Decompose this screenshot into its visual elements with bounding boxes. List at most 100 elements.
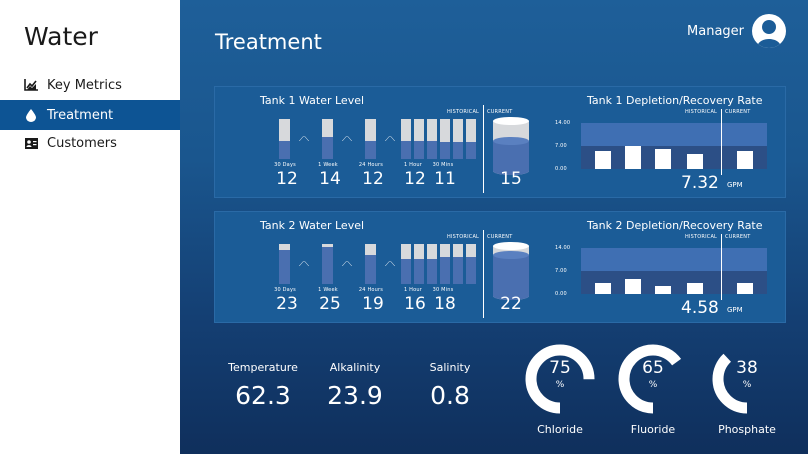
trend-squiggle-icon: ⟋⟍ — [385, 260, 396, 268]
page-title: Treatment — [215, 30, 322, 54]
level-bar-fill — [466, 142, 476, 159]
current-label: CURRENT — [487, 109, 513, 115]
level-bar-fill — [322, 247, 333, 284]
gauge-label: Chloride — [537, 423, 583, 436]
level-bar-fill — [414, 259, 424, 284]
tank-cylinder-icon — [493, 117, 529, 175]
level-bar — [466, 119, 476, 159]
sidebar-item-label: Customers — [47, 135, 117, 151]
sidebar-item-label: Key Metrics — [47, 77, 122, 93]
rate-bar-historical — [687, 282, 703, 294]
historical-divider — [483, 105, 484, 193]
level-bar-fill — [440, 142, 450, 159]
level-value: 12 — [276, 169, 298, 189]
rate-bar-historical — [595, 282, 611, 294]
rate-bar-historical — [687, 154, 703, 169]
period-label: 30 Days — [274, 162, 296, 168]
level-bar-empty — [365, 244, 376, 256]
user-icon — [757, 20, 781, 48]
rate-divider — [721, 109, 722, 175]
gauge-chloride: 75% — [525, 344, 595, 414]
trend-squiggle-icon: ⟋⟍ — [342, 135, 353, 143]
rate-value: 7.32 — [681, 173, 719, 193]
user-menu[interactable]: Manager — [687, 14, 786, 48]
level-bar-empty — [414, 244, 424, 260]
rate-title: Tank 1 Depletion/Recovery Rate — [587, 94, 763, 107]
sidebar-item-treatment[interactable]: Treatment — [0, 100, 180, 130]
gauge-fluoride: 65% — [618, 344, 688, 414]
current-label: CURRENT — [725, 234, 751, 240]
rate-tick-label: 0.00 — [555, 291, 567, 297]
main-panel: Treatment Manager Tank 1 Water Level HIST… — [180, 0, 808, 454]
historical-label: HISTORICAL — [447, 234, 480, 240]
period-label: 30 Mins — [432, 287, 454, 293]
level-bar-empty — [466, 119, 476, 143]
rate-bar-current — [737, 150, 753, 169]
level-bar-empty — [322, 119, 333, 137]
gauge-arc — [712, 344, 782, 414]
level-value: 12 — [362, 169, 384, 189]
level-bar — [414, 119, 424, 159]
rate-tick-label: 14.00 — [555, 245, 571, 251]
trend-squiggle-icon: ⟋⟍ — [342, 260, 353, 268]
gauge-unit: % — [742, 380, 752, 390]
rate-title: Tank 2 Depletion/Recovery Rate — [587, 219, 763, 232]
level-bar-empty — [279, 119, 290, 141]
level-bar-empty — [401, 119, 411, 141]
level-value: 14 — [319, 169, 341, 189]
level-bar — [440, 119, 450, 159]
period-label: 1 Hour — [403, 287, 422, 293]
gauge-fill — [712, 344, 782, 414]
level-bar — [453, 119, 463, 159]
period-label: 30 Days — [274, 287, 296, 293]
current-label: CURRENT — [487, 234, 513, 240]
level-bar-fill — [427, 259, 437, 284]
salinity-value: 0.8 — [430, 381, 470, 410]
gauge-arc — [618, 344, 688, 414]
id-card-icon — [24, 136, 38, 150]
level-bar-empty — [401, 244, 411, 260]
level-bar-empty — [453, 119, 463, 143]
level-bar-fill — [427, 141, 437, 159]
level-bar — [322, 119, 333, 159]
period-label: 24 Hours — [358, 287, 384, 293]
sidebar-item-customers[interactable]: Customers — [0, 128, 180, 158]
gauge-label: Phosphate — [718, 423, 776, 436]
level-value: 19 — [362, 294, 384, 314]
gauge-phosphate: 38% — [712, 344, 782, 414]
level-bar — [414, 244, 424, 284]
level-bar-empty — [466, 244, 476, 257]
sidebar: Water Key Metrics Treatment Customers — [0, 0, 180, 454]
period-label: 24 Hours — [358, 162, 384, 168]
level-bar-fill — [401, 259, 411, 284]
gauge-value: 65 — [642, 358, 664, 378]
level-bar-fill — [453, 256, 463, 284]
level-bar — [279, 119, 290, 159]
level-value: 23 — [276, 294, 298, 314]
level-value: 16 — [404, 294, 426, 314]
tank-cylinder-icon — [493, 242, 529, 300]
level-bar-empty — [279, 244, 290, 250]
level-bar-fill — [365, 141, 376, 159]
level-bar — [279, 244, 290, 284]
temperature-label: Temperature — [228, 361, 298, 374]
level-bar — [365, 244, 376, 284]
level-bar-fill — [453, 142, 463, 159]
level-value: 18 — [434, 294, 456, 314]
level-bar — [440, 244, 450, 284]
level-bar-fill — [466, 256, 476, 284]
level-bar-empty — [440, 244, 450, 257]
level-bar-fill — [440, 256, 450, 284]
rate-tick-label: 7.00 — [555, 268, 567, 274]
level-bar-empty — [453, 244, 463, 257]
level-bar-empty — [365, 119, 376, 141]
tank-level-title: Tank 2 Water Level — [260, 219, 365, 232]
rate-unit: GPM — [727, 181, 743, 189]
salinity-label: Salinity — [429, 361, 471, 374]
period-label: 30 Mins — [432, 162, 454, 168]
sidebar-item-label: Treatment — [47, 107, 114, 123]
historical-label: HISTORICAL — [685, 109, 718, 115]
avatar[interactable] — [752, 14, 786, 48]
sidebar-item-key-metrics[interactable]: Key Metrics — [0, 70, 180, 100]
period-label: 1 Week — [318, 162, 338, 168]
